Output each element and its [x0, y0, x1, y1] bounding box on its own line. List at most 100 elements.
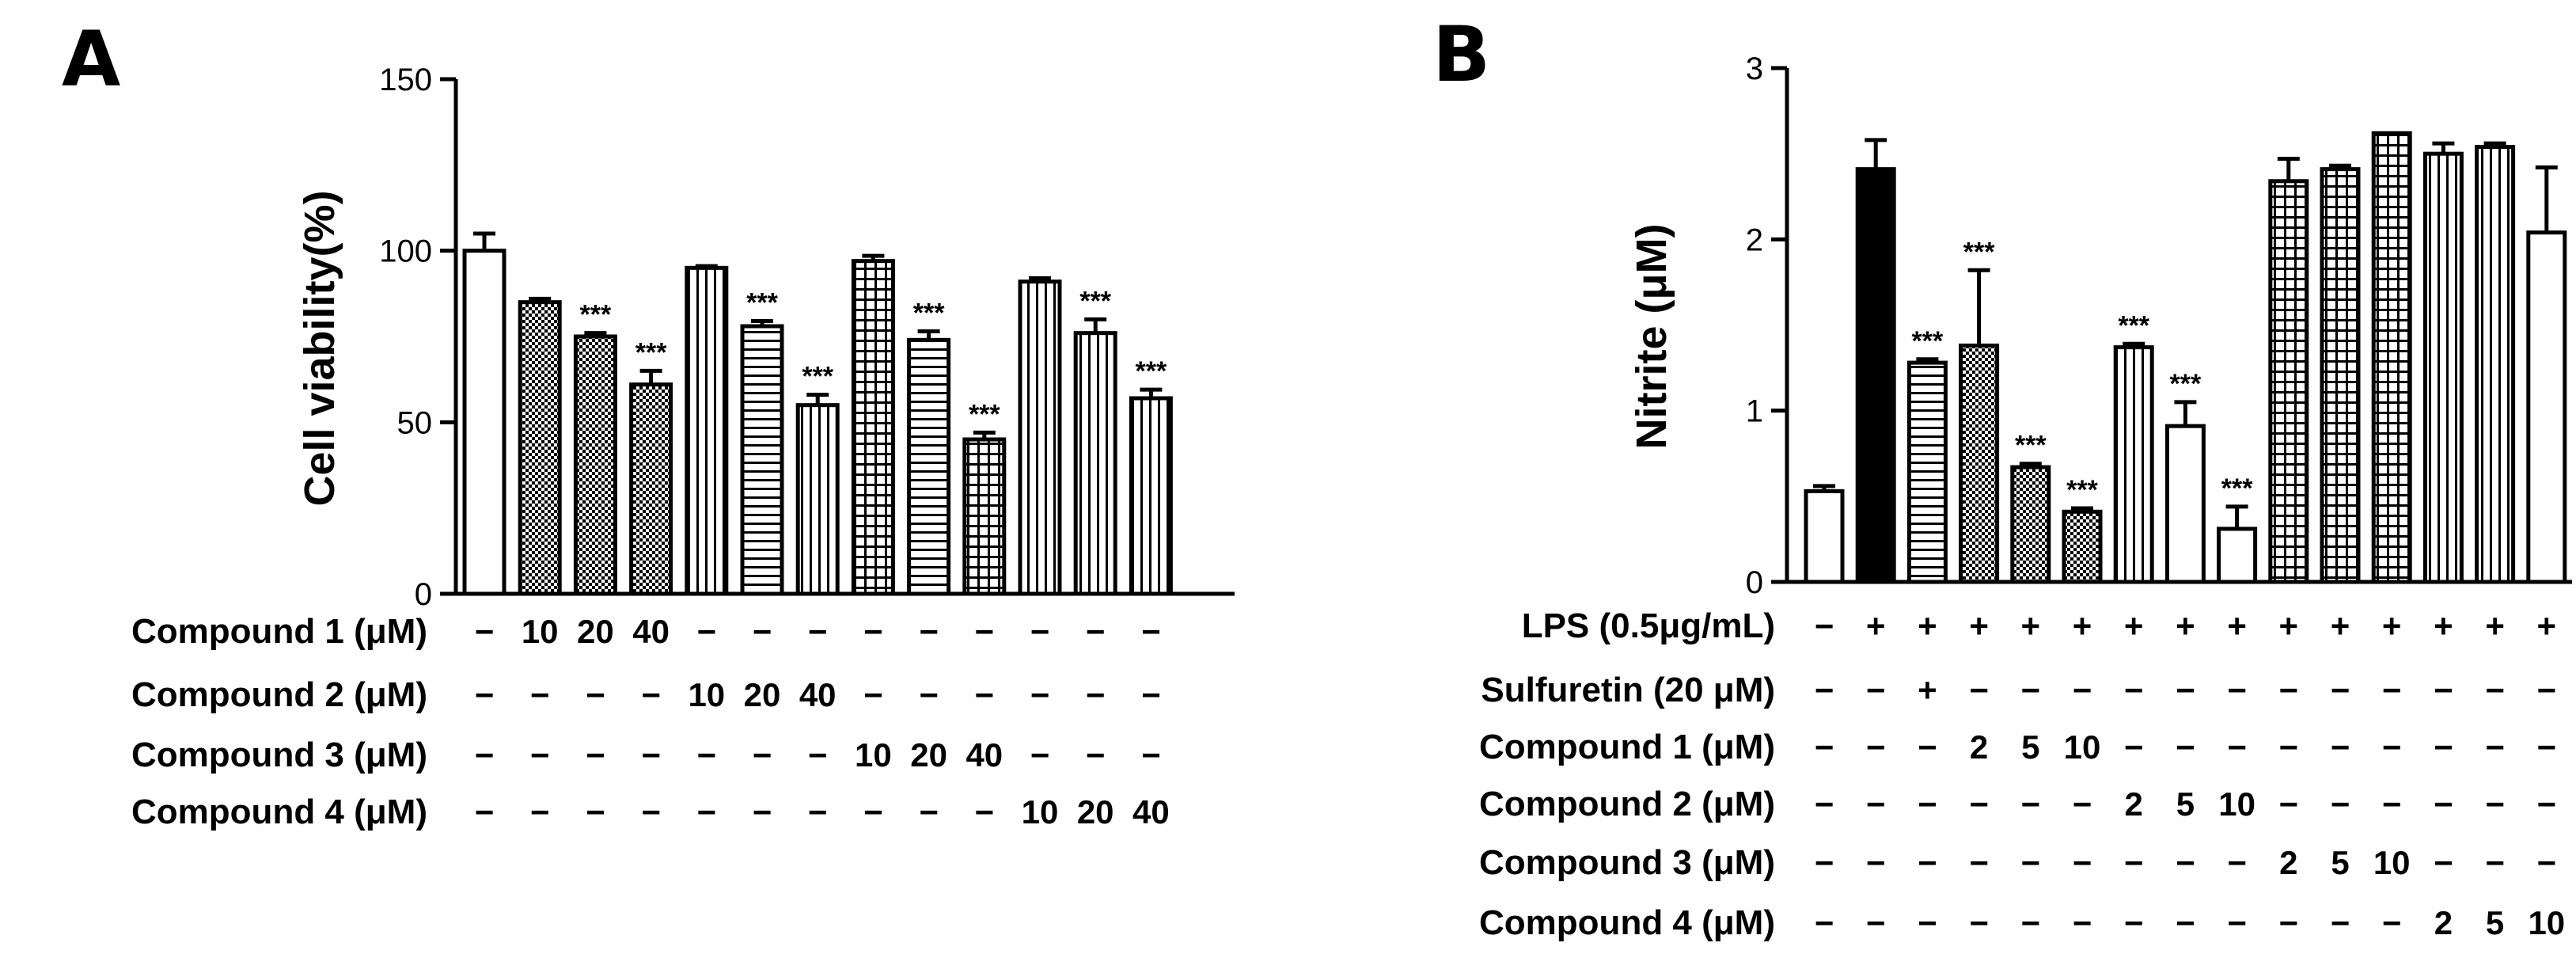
- treatment-cell: −: [2434, 785, 2453, 823]
- treatment-cell: +: [2227, 607, 2247, 644]
- treatment-cell: +: [2073, 607, 2092, 644]
- bar: [907, 337, 951, 596]
- treatment-cell: −: [1815, 904, 1834, 941]
- treatment-row-label: Compound 1 (μM): [1479, 728, 1775, 766]
- treatment-cell: −: [808, 736, 828, 774]
- treatment-cell: −: [475, 793, 495, 831]
- treatment-cell: −: [1086, 736, 1106, 774]
- treatment-cell: −: [975, 613, 995, 650]
- treatment-row-label: Sulfuretin (20 μM): [1481, 671, 1775, 709]
- treatment-cell: −: [2485, 671, 2505, 709]
- bar: [962, 437, 1007, 596]
- treatment-cell: −: [2124, 904, 2144, 941]
- treatment-cell: −: [2434, 844, 2453, 881]
- significance-label: ***: [1079, 286, 1111, 316]
- y-tick-label: 50: [397, 405, 433, 440]
- treatment-cell: −: [1969, 671, 1989, 709]
- treatment-cell: −: [2537, 671, 2557, 709]
- treatment-cell: +: [2021, 607, 2041, 644]
- treatment-cell: −: [1918, 785, 1937, 823]
- bar: [1129, 396, 1173, 596]
- treatment-cell: 5: [2486, 904, 2504, 941]
- bar: [2371, 131, 2412, 584]
- treatment-cell: −: [753, 613, 772, 650]
- treatment-cell: −: [1866, 904, 1886, 941]
- treatment-cell: −: [2382, 785, 2402, 823]
- treatment-cell: +: [1969, 607, 1989, 644]
- bar: [1855, 167, 1896, 584]
- bar: [1018, 279, 1062, 596]
- treatment-cell: 10: [855, 736, 892, 774]
- treatment-cell: −: [2227, 844, 2247, 881]
- treatment-cell: −: [2537, 785, 2557, 823]
- treatment-cell: −: [2331, 904, 2350, 941]
- significance-label: ***: [2066, 475, 2098, 505]
- treatment-cell: +: [1918, 607, 1937, 644]
- treatment-cell: −: [975, 793, 995, 831]
- treatment-cell: −: [2382, 904, 2402, 941]
- treatment-row-label: Compound 2 (μM): [131, 675, 427, 714]
- bar: [462, 249, 506, 596]
- bar: [2475, 145, 2516, 584]
- treatment-cell: −: [2073, 904, 2092, 941]
- significance-label: ***: [969, 399, 1000, 429]
- treatment-cell: 40: [799, 676, 837, 713]
- treatment-cell: −: [2331, 728, 2350, 766]
- significance-label: ***: [746, 288, 778, 318]
- treatment-cell: 40: [632, 613, 670, 650]
- treatment-cell: −: [808, 613, 828, 650]
- bar: [2010, 465, 2051, 584]
- treatment-cell: −: [2382, 671, 2402, 709]
- significance-label: ***: [913, 298, 945, 329]
- treatment-cell: −: [2124, 671, 2144, 709]
- treatment-cell: −: [1969, 844, 1989, 881]
- panel-a-axes: 0 50 100 150: [379, 63, 1235, 612]
- treatment-cell: −: [1866, 785, 1886, 823]
- treatment-cell: −: [753, 793, 772, 831]
- treatment-cell: −: [1866, 844, 1886, 881]
- treatment-cell: −: [1969, 904, 1989, 941]
- treatment-cell: −: [2331, 785, 2350, 823]
- treatment-cell: −: [697, 736, 717, 774]
- bar: [2164, 424, 2206, 584]
- treatment-row-label: LPS (0.5μg/mL): [1522, 606, 1775, 645]
- treatment-cell: −: [2382, 728, 2402, 766]
- treatment-cell: −: [530, 736, 550, 774]
- treatment-cell: −: [2485, 728, 2505, 766]
- y-tick-label: 0: [1746, 565, 1763, 600]
- bar: [2320, 167, 2361, 584]
- treatment-cell: −: [2331, 671, 2350, 709]
- bar: [2062, 509, 2103, 584]
- treatment-cell: 5: [2176, 785, 2195, 823]
- treatment-cell: −: [1141, 736, 1161, 774]
- treatment-cell: −: [1815, 785, 1834, 823]
- significance-label: ***: [2221, 473, 2253, 504]
- treatment-cell: −: [697, 793, 717, 831]
- treatment-cell: −: [1141, 613, 1161, 650]
- treatment-cell: −: [2227, 904, 2247, 941]
- treatment-cell: −: [2279, 904, 2299, 941]
- significance-label: ***: [635, 337, 667, 367]
- treatment-cell: 40: [1132, 793, 1170, 831]
- treatment-cell: −: [2176, 728, 2195, 766]
- treatment-row-label: Compound 3 (μM): [131, 736, 427, 774]
- treatment-cell: −: [2124, 844, 2144, 881]
- panel-b-bars: *** *** *** *** *** *** ***: [1804, 131, 2567, 584]
- treatment-cell: −: [919, 613, 939, 650]
- treatment-cell: −: [2485, 844, 2505, 881]
- significance-label: ***: [1136, 356, 1167, 386]
- treatment-cell: −: [2021, 844, 2041, 881]
- bar: [518, 300, 562, 596]
- treatment-cell: −: [808, 793, 828, 831]
- treatment-cell: −: [641, 736, 661, 774]
- treatment-cell: −: [2279, 728, 2299, 766]
- panel-b-treatment-table: LPS (0.5μg/mL) − + + + + + + + + + + + + + +Sulfuretin …: [1479, 606, 2565, 942]
- significance-label: ***: [1963, 237, 1995, 267]
- treatment-cell: −: [2176, 904, 2195, 941]
- treatment-cell: 2: [2125, 785, 2143, 823]
- treatment-cell: −: [1815, 607, 1834, 644]
- bar: [740, 324, 784, 596]
- treatment-cell: −: [863, 793, 883, 831]
- treatment-cell: −: [1030, 613, 1050, 650]
- treatment-cell: −: [2124, 728, 2144, 766]
